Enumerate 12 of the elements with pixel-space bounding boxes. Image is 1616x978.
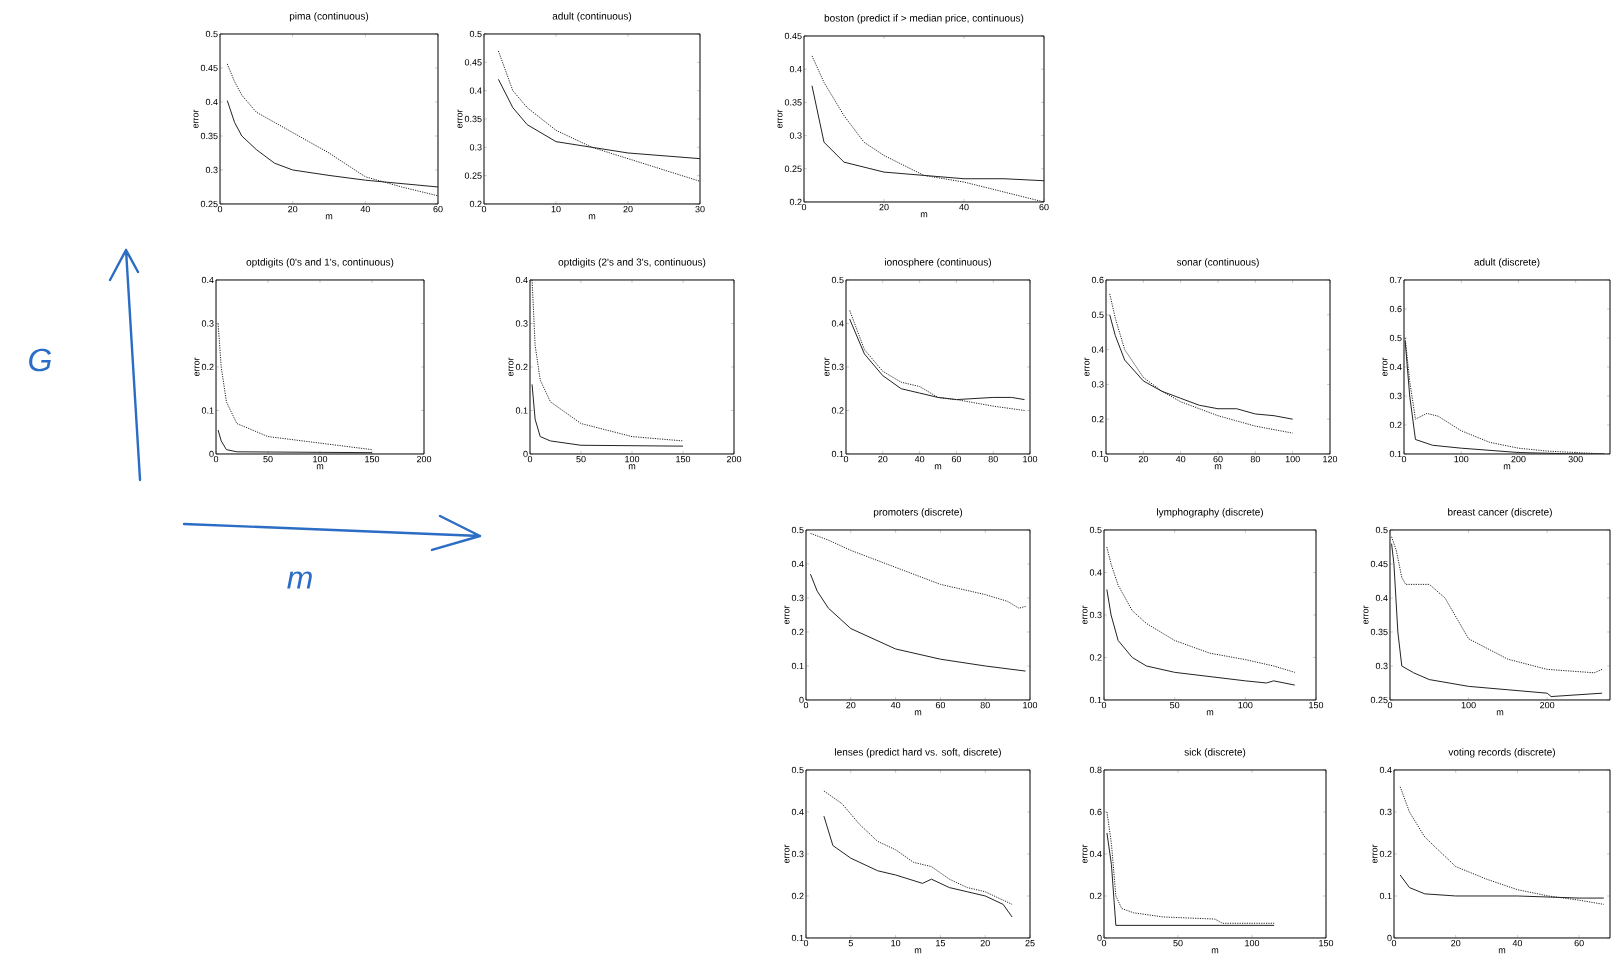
line-series xyxy=(809,573,1027,672)
line-series xyxy=(531,383,684,447)
line-series xyxy=(226,63,438,197)
line-series xyxy=(531,279,684,442)
line-series xyxy=(1391,543,1603,698)
line-series xyxy=(497,50,700,182)
text: G xyxy=(29,348,52,372)
line-series xyxy=(1106,588,1296,686)
line-series xyxy=(1106,546,1296,673)
line-series xyxy=(1399,786,1605,905)
text: m xyxy=(287,571,312,589)
line-series xyxy=(1109,293,1294,434)
